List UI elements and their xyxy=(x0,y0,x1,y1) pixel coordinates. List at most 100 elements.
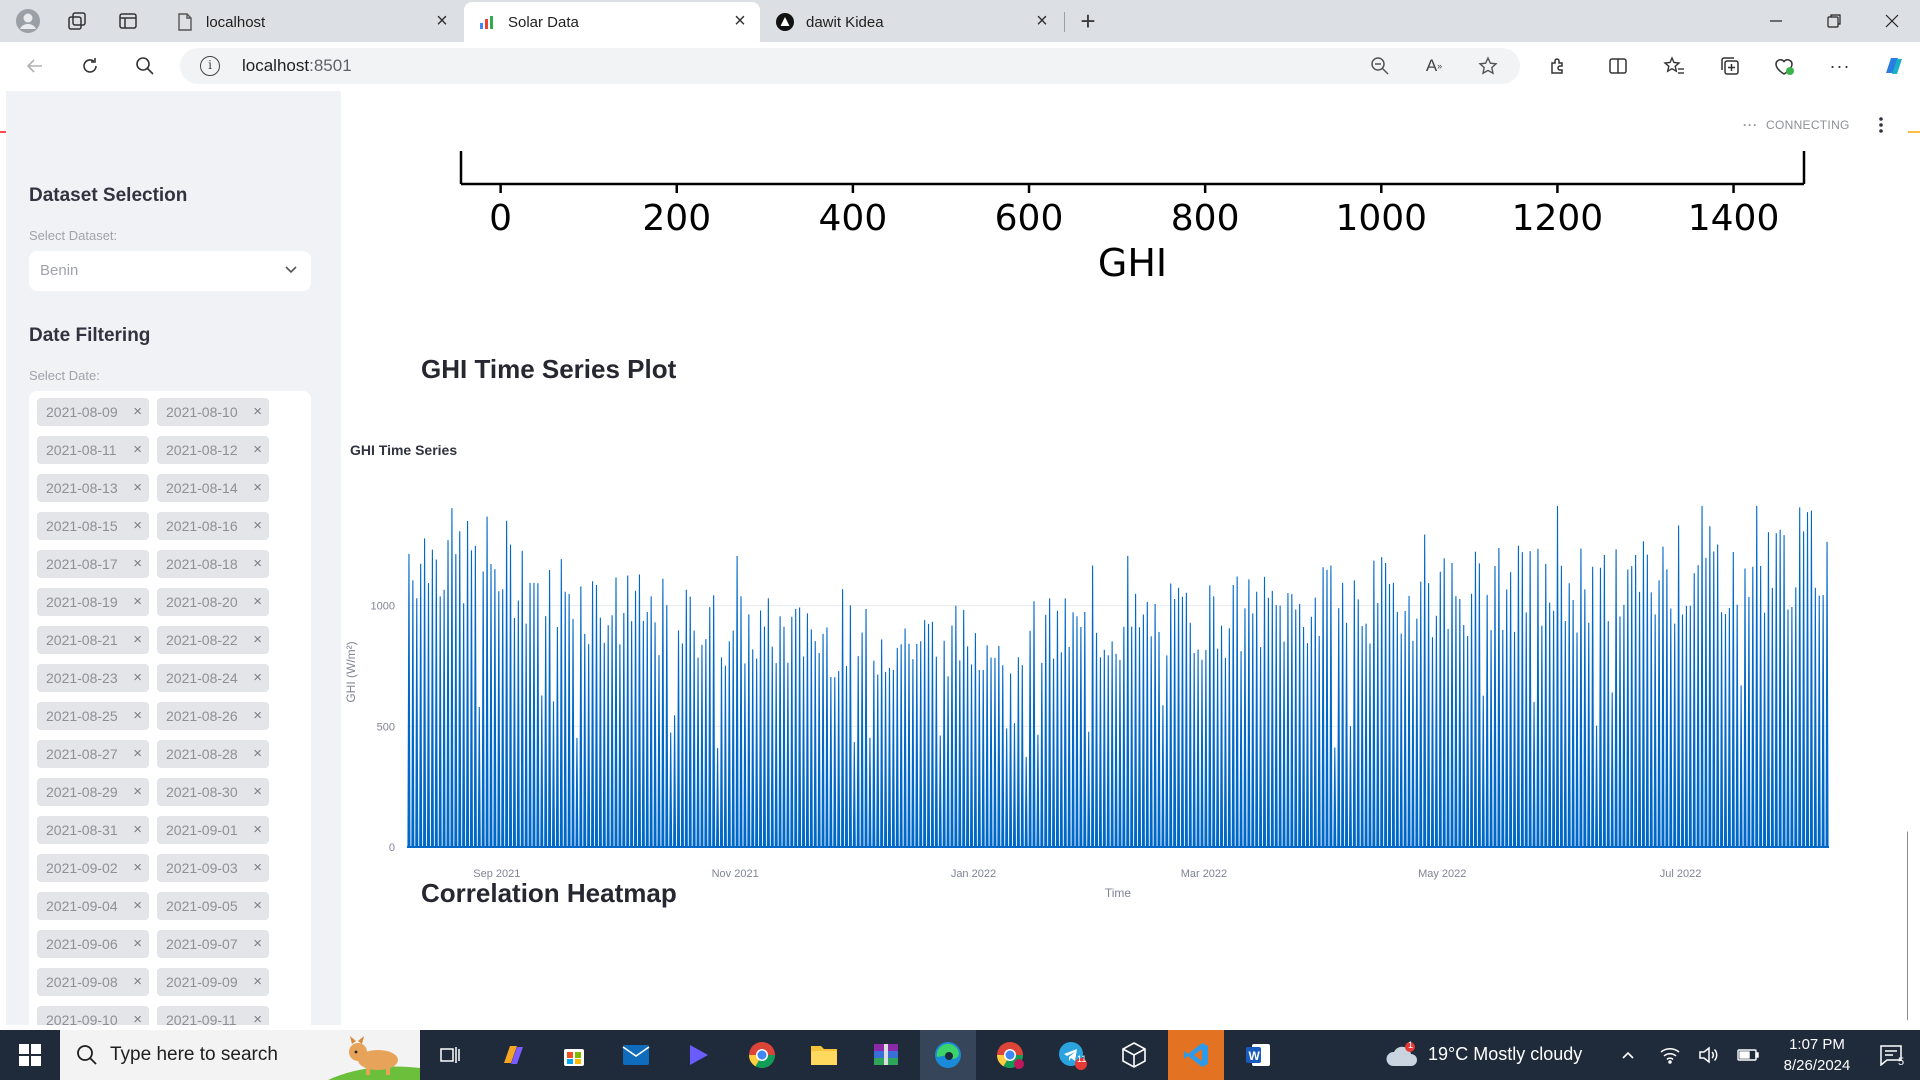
chevron-up-icon[interactable] xyxy=(1610,1030,1646,1080)
date-chip[interactable]: 2021-08-22 × xyxy=(157,626,269,654)
volume-icon[interactable] xyxy=(1690,1030,1726,1080)
favorites-icon[interactable] xyxy=(1660,52,1688,80)
remove-chip-icon[interactable]: × xyxy=(133,403,142,420)
date-chip[interactable]: 2021-09-01 × xyxy=(157,816,269,844)
remove-chip-icon[interactable]: × xyxy=(253,821,262,838)
more-menu-icon[interactable]: ··· xyxy=(1829,55,1851,76)
vscode-icon[interactable] xyxy=(1168,1030,1224,1080)
remove-chip-icon[interactable]: × xyxy=(133,555,142,572)
remove-chip-icon[interactable]: × xyxy=(133,783,142,800)
remove-chip-icon[interactable]: × xyxy=(133,745,142,762)
remove-chip-icon[interactable]: × xyxy=(253,859,262,876)
collections-icon[interactable] xyxy=(1716,52,1744,80)
date-chip[interactable]: 2021-08-12 × xyxy=(157,436,269,464)
date-chip[interactable]: 2021-09-11 × xyxy=(157,1006,269,1025)
remove-chip-icon[interactable]: × xyxy=(133,821,142,838)
tab-localhost[interactable]: localhost × xyxy=(162,2,462,42)
date-chip[interactable]: 2021-08-24 × xyxy=(157,664,269,692)
date-multiselect[interactable]: 2021-08-09 × 2021-08-10 × 2021-08-11 × 2021-08… xyxy=(29,391,311,1025)
chrome-profile-icon[interactable] xyxy=(982,1030,1038,1080)
date-chip[interactable]: 2021-08-11 × xyxy=(37,436,149,464)
3d-box-icon[interactable] xyxy=(1106,1030,1162,1080)
date-chip[interactable]: 2021-08-09 × xyxy=(37,398,149,426)
remove-chip-icon[interactable]: × xyxy=(253,631,262,648)
workspaces-icon[interactable] xyxy=(63,7,91,35)
browser-essentials-icon[interactable] xyxy=(1770,52,1798,80)
remove-chip-icon[interactable]: × xyxy=(253,783,262,800)
read-aloud-icon[interactable]: A» xyxy=(1425,56,1443,75)
copilot-taskbar-icon[interactable] xyxy=(485,1030,541,1080)
dataset-select[interactable]: Benin xyxy=(29,251,311,291)
date-chip[interactable]: 2021-09-09 × xyxy=(157,968,269,996)
favorite-star-icon[interactable] xyxy=(1474,52,1502,80)
copilot-icon[interactable] xyxy=(1879,52,1907,80)
microsoft-store-icon[interactable] xyxy=(546,1030,602,1080)
task-view-icon[interactable] xyxy=(422,1030,478,1080)
date-chip[interactable]: 2021-09-05 × xyxy=(157,892,269,920)
remove-chip-icon[interactable]: × xyxy=(133,669,142,686)
telegram-icon[interactable]: 11 xyxy=(1044,1030,1100,1080)
remove-chip-icon[interactable]: × xyxy=(253,1011,262,1025)
date-chip[interactable]: 2021-08-23 × xyxy=(37,664,149,692)
date-chip[interactable]: 2021-09-08 × xyxy=(37,968,149,996)
winrar-icon[interactable] xyxy=(858,1030,914,1080)
date-chip[interactable]: 2021-08-31 × xyxy=(37,816,149,844)
search-icon[interactable] xyxy=(131,52,159,80)
close-window-icon[interactable] xyxy=(1864,0,1920,42)
date-chip[interactable]: 2021-08-13 × xyxy=(37,474,149,502)
date-chip[interactable]: 2021-08-19 × xyxy=(37,588,149,616)
remove-chip-icon[interactable]: × xyxy=(253,745,262,762)
remove-chip-icon[interactable]: × xyxy=(133,973,142,990)
remove-chip-icon[interactable]: × xyxy=(253,479,262,496)
date-chip[interactable]: 2021-08-15 × xyxy=(37,512,149,540)
tab-dawit-kidea[interactable]: dawit Kidea × xyxy=(762,2,1062,42)
close-tab-icon[interactable]: × xyxy=(436,10,448,32)
date-chip[interactable]: 2021-08-21 × xyxy=(37,626,149,654)
taskbar-search-box[interactable]: Type here to search xyxy=(60,1030,420,1080)
clock[interactable]: 1:07 PM 8/26/2024 xyxy=(1772,1034,1862,1078)
tab-solar-data[interactable]: Solar Data × xyxy=(464,2,760,42)
remove-chip-icon[interactable]: × xyxy=(133,897,142,914)
remove-chip-icon[interactable]: × xyxy=(253,973,262,990)
remove-chip-icon[interactable]: × xyxy=(253,669,262,686)
date-chip[interactable]: 2021-08-27 × xyxy=(37,740,149,768)
start-windows-icon[interactable] xyxy=(2,1030,58,1080)
date-chip[interactable]: 2021-08-28 × xyxy=(157,740,269,768)
zoom-out-icon[interactable] xyxy=(1366,52,1394,80)
date-chip[interactable]: 2021-08-17 × xyxy=(37,550,149,578)
new-tab-icon[interactable]: + xyxy=(1080,5,1096,36)
remove-chip-icon[interactable]: × xyxy=(253,935,262,952)
date-chip[interactable]: 2021-08-29 × xyxy=(37,778,149,806)
split-screen-icon[interactable] xyxy=(1604,52,1632,80)
remove-chip-icon[interactable]: × xyxy=(253,555,262,572)
remove-chip-icon[interactable]: × xyxy=(133,1011,142,1025)
refresh-icon[interactable] xyxy=(76,52,104,80)
date-chip[interactable]: 2021-09-07 × xyxy=(157,930,269,958)
edge-icon[interactable] xyxy=(920,1030,976,1080)
remove-chip-icon[interactable]: × xyxy=(133,707,142,724)
battery-icon[interactable] xyxy=(1730,1030,1766,1080)
mail-icon[interactable] xyxy=(608,1030,664,1080)
date-chip[interactable]: 2021-08-14 × xyxy=(157,474,269,502)
remove-chip-icon[interactable]: × xyxy=(253,593,262,610)
date-chip[interactable]: 2021-08-26 × xyxy=(157,702,269,730)
date-chip[interactable]: 2021-08-25 × xyxy=(37,702,149,730)
wifi-icon[interactable] xyxy=(1652,1030,1688,1080)
remove-chip-icon[interactable]: × xyxy=(133,441,142,458)
remove-chip-icon[interactable]: × xyxy=(253,517,262,534)
remove-chip-icon[interactable]: × xyxy=(253,441,262,458)
date-chip[interactable]: 2021-08-30 × xyxy=(157,778,269,806)
remove-chip-icon[interactable]: × xyxy=(133,593,142,610)
site-info-icon[interactable]: i xyxy=(200,56,220,76)
date-chip[interactable]: 2021-09-06 × xyxy=(37,930,149,958)
remove-chip-icon[interactable]: × xyxy=(133,479,142,496)
remove-chip-icon[interactable]: × xyxy=(133,517,142,534)
profile-icon[interactable] xyxy=(14,7,42,35)
remove-chip-icon[interactable]: × xyxy=(253,897,262,914)
date-chip[interactable]: 2021-08-10 × xyxy=(157,398,269,426)
date-chip[interactable]: 2021-09-10 × xyxy=(37,1006,149,1025)
notifications-icon[interactable]: 5 xyxy=(1866,1030,1916,1080)
main-menu-icon[interactable] xyxy=(1871,115,1891,135)
remove-chip-icon[interactable]: × xyxy=(253,403,262,420)
extensions-icon[interactable] xyxy=(1544,52,1572,80)
